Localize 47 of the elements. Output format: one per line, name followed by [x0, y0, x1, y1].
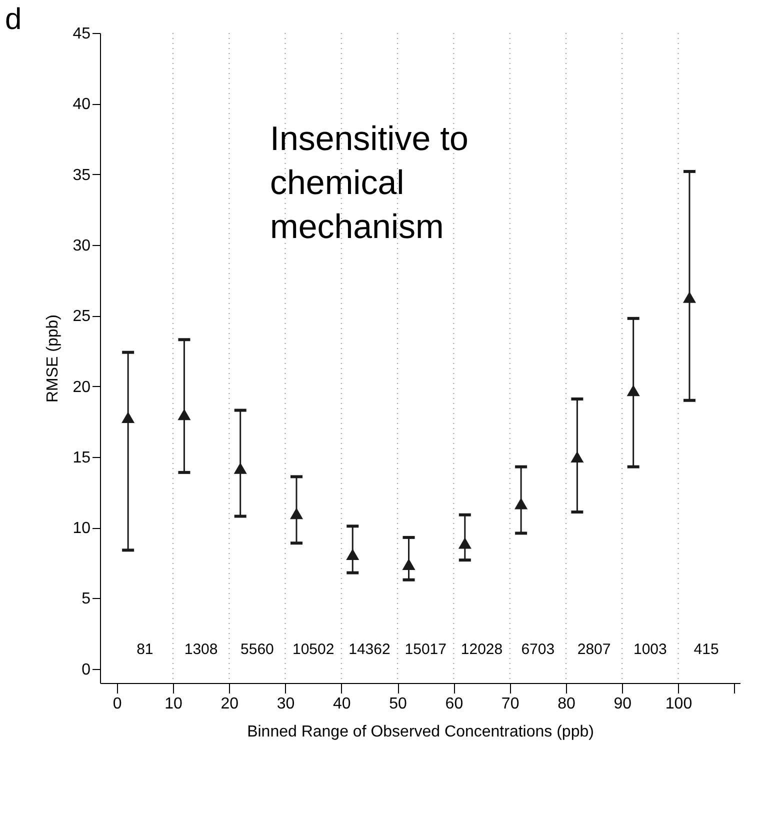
x-tick-label: 0: [112, 696, 122, 712]
point: [626, 384, 640, 396]
x-tick-label: 10: [164, 696, 182, 712]
annotation: 6703: [521, 641, 555, 658]
y-tick-label: 0: [82, 661, 91, 678]
point: [402, 558, 416, 570]
y-tick-label: 5: [82, 590, 91, 608]
point: [682, 292, 696, 303]
annotation: 5560: [240, 641, 274, 658]
y-tick-label: 15: [72, 449, 91, 466]
y-tick-label: 10: [72, 520, 91, 538]
annotation: 12028: [460, 641, 503, 658]
y-tick-label: 25: [72, 308, 91, 326]
point: [290, 508, 304, 520]
x-tick-label: 60: [445, 696, 464, 712]
annotation: 415: [694, 641, 719, 658]
annotation: 10502: [292, 641, 334, 658]
y-axis-title: RMSE (ppb): [44, 314, 62, 403]
x-tick-label: 80: [558, 696, 576, 712]
x-axis-title: Binned Range of Observed Concentrations (ppb): [247, 724, 594, 740]
annotation: 15017: [404, 641, 446, 658]
point: [346, 548, 360, 560]
point: [514, 498, 528, 510]
point: [458, 537, 472, 549]
annotation: 1308: [184, 641, 218, 658]
point: [178, 408, 191, 420]
y-tick-label: 45: [72, 26, 91, 42]
point: [570, 451, 584, 463]
annotation: 14362: [348, 641, 390, 658]
x-tick-label: 70: [501, 696, 520, 712]
y-tick-label: 20: [72, 378, 91, 396]
x-tick-label: 30: [276, 696, 295, 712]
y-tick-label: 30: [72, 237, 91, 254]
x-tick-label: 40: [333, 696, 351, 712]
chart-title: d: [5, 3, 22, 36]
x-tick-label: 20: [220, 696, 239, 712]
point: [234, 462, 247, 474]
point: [122, 412, 135, 423]
x-tick-label: 90: [614, 696, 632, 712]
y-tick-label: 40: [72, 96, 91, 114]
annotation: 81: [136, 641, 154, 658]
y-tick-label: 35: [72, 166, 91, 184]
x-tick-label: 50: [389, 696, 408, 712]
x-tick-label: 100: [665, 696, 692, 712]
annotation: Insensitive to chemical mechanism: [270, 120, 468, 246]
annotation: 2807: [577, 641, 611, 658]
annotation: 1003: [633, 641, 667, 658]
